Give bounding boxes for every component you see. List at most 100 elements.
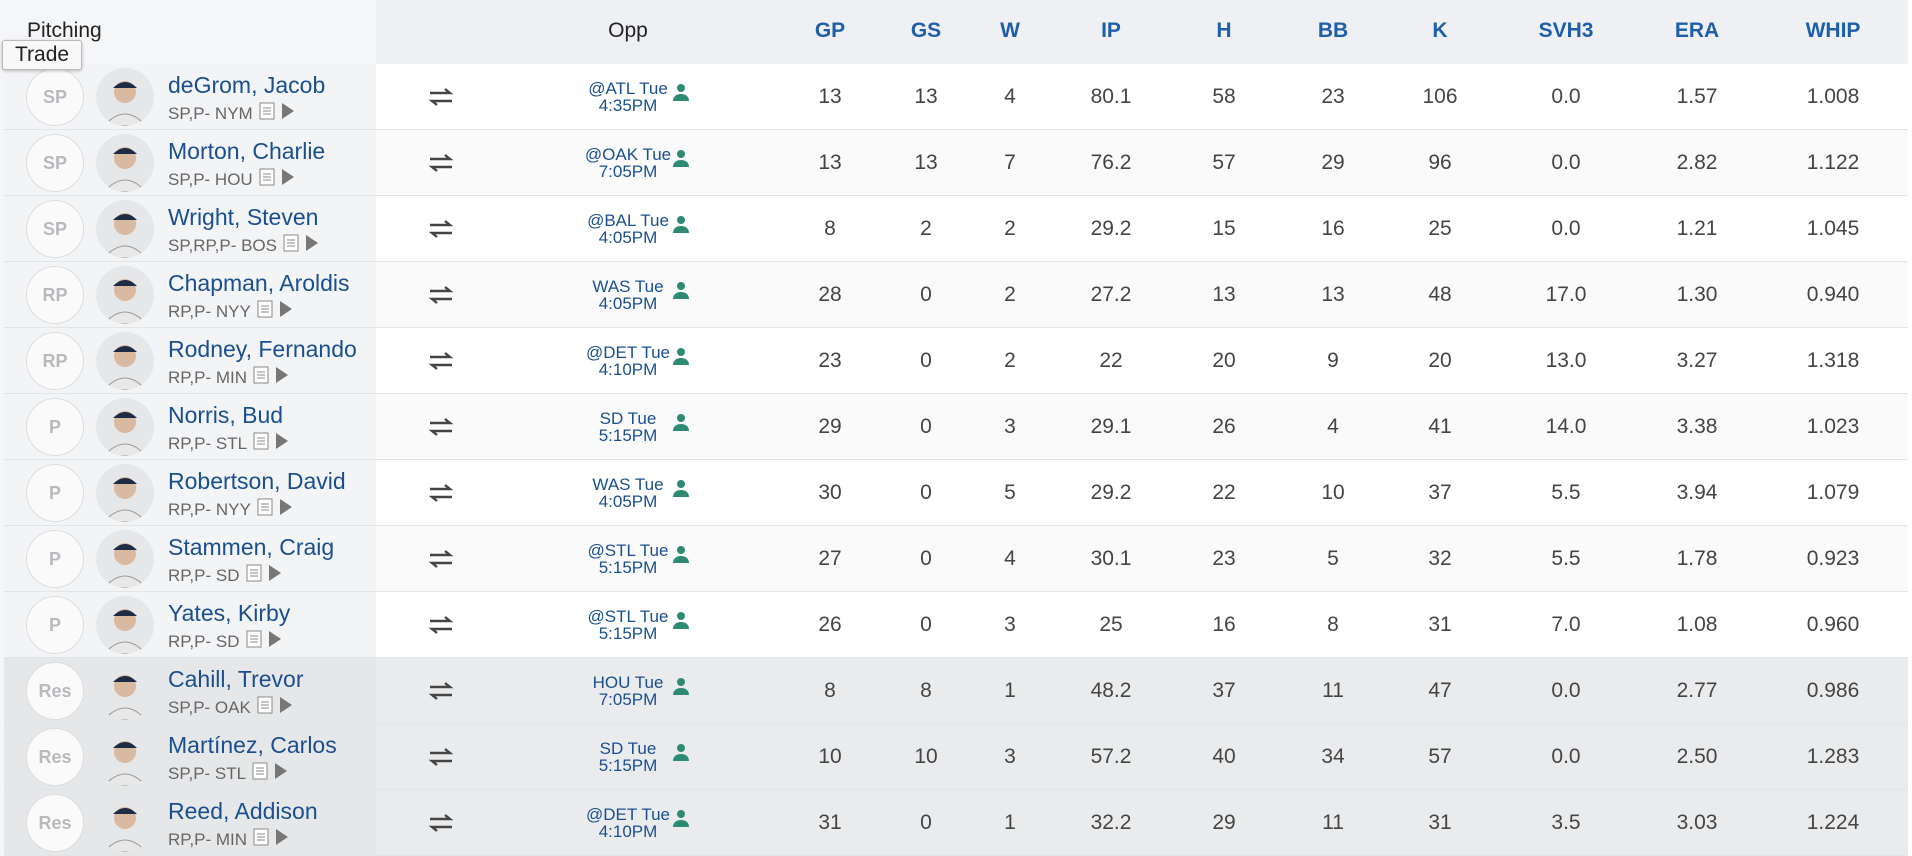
note-icon[interactable] [246, 564, 262, 587]
column-header[interactable]: K [1432, 19, 1448, 42]
column-header[interactable]: ERA [1674, 19, 1720, 42]
game-time: 7:05PM [598, 162, 658, 181]
play-icon[interactable] [268, 564, 282, 587]
play-icon[interactable] [275, 828, 289, 851]
trade-icon[interactable] [428, 285, 454, 310]
opponent[interactable]: SD Tue [599, 409, 657, 428]
stat-cell: 0 [920, 547, 932, 570]
stat-cell: 2.77 [1676, 679, 1718, 702]
eligibility-text: RP,P- SD [168, 631, 240, 651]
play-icon[interactable] [305, 234, 319, 257]
note-icon[interactable] [257, 300, 273, 323]
headshot [96, 530, 154, 588]
eligibility: RP,P- MIN [168, 366, 289, 389]
play-icon[interactable] [281, 102, 295, 125]
player-name[interactable]: deGrom, Jacob [168, 72, 326, 98]
play-icon[interactable] [279, 300, 293, 323]
note-icon[interactable] [283, 234, 299, 257]
note-icon[interactable] [252, 762, 268, 785]
column-header: Opp [608, 19, 648, 42]
opponent[interactable]: @DET Tue [585, 343, 671, 362]
player-name[interactable]: Wright, Steven [168, 204, 319, 230]
column-header[interactable]: SVH3 [1538, 19, 1594, 42]
trade-icon[interactable] [428, 153, 454, 178]
eligibility: RP,P- MIN [168, 828, 289, 851]
opponent[interactable]: @STL Tue [587, 607, 669, 626]
stat-cell: 31 [1428, 811, 1452, 834]
stat-cell: 5.5 [1551, 481, 1581, 504]
player-name[interactable]: Yates, Kirby [168, 600, 291, 626]
trade-icon[interactable] [428, 87, 454, 112]
column-header[interactable]: BB [1317, 19, 1349, 42]
eligibility: SP,P- HOU [168, 168, 295, 191]
play-icon[interactable] [281, 168, 295, 191]
eligibility-text: RP,P- NYY [168, 301, 251, 321]
column-header[interactable]: W [1000, 19, 1020, 42]
note-icon[interactable] [253, 432, 269, 455]
trade-icon[interactable] [428, 219, 454, 244]
column-header[interactable]: H [1216, 19, 1232, 42]
opponent[interactable]: @DET Tue [585, 805, 671, 824]
player-name[interactable]: Stammen, Craig [168, 534, 335, 560]
column-header[interactable]: GP [814, 19, 846, 42]
stat-cell: 2.82 [1676, 151, 1718, 174]
play-icon[interactable] [279, 696, 293, 719]
player-name[interactable]: Reed, Addison [168, 798, 318, 824]
note-icon[interactable] [257, 498, 273, 521]
stat-cell: 7 [1004, 151, 1016, 174]
opponent[interactable]: @STL Tue [587, 541, 669, 560]
stat-cell: 0.0 [1551, 85, 1581, 108]
opponent[interactable]: WAS Tue [592, 277, 664, 296]
stat-cell: 1.008 [1806, 85, 1860, 108]
player-name[interactable]: Norris, Bud [168, 402, 284, 428]
trade-icon[interactable] [428, 417, 454, 442]
stat-cell: 57 [1428, 745, 1452, 768]
play-icon[interactable] [274, 762, 288, 785]
trade-icon[interactable] [428, 615, 454, 640]
player-name[interactable]: Robertson, David [168, 468, 346, 494]
note-icon[interactable] [259, 168, 275, 191]
player-name[interactable]: Chapman, Aroldis [168, 270, 350, 296]
opponent[interactable]: HOU Tue [592, 673, 664, 692]
stat-cell: 0.0 [1551, 217, 1581, 240]
trade-icon[interactable] [428, 681, 454, 706]
player-name[interactable]: Morton, Charlie [168, 138, 326, 164]
player-name[interactable]: Cahill, Trevor [168, 666, 304, 692]
trade-icon[interactable] [428, 351, 454, 376]
player-name[interactable]: Martínez, Carlos [168, 732, 337, 758]
stat-cell: 3.94 [1676, 481, 1718, 504]
stat-cell: 0.986 [1806, 679, 1860, 702]
eligibility: SP,P- NYM [168, 102, 295, 125]
stat-cell: 32 [1428, 547, 1452, 570]
column-header[interactable]: GS [910, 19, 942, 42]
opponent[interactable]: SD Tue [599, 739, 657, 758]
trade-icon[interactable] [428, 747, 454, 772]
game-time: 5:15PM [598, 558, 658, 577]
column-header[interactable]: WHIP [1805, 19, 1861, 42]
opponent[interactable]: @BAL Tue [587, 211, 669, 230]
position-badge: Res [26, 728, 84, 786]
column-header[interactable]: IP [1101, 19, 1121, 42]
opponent[interactable]: @ATL Tue [588, 79, 668, 98]
opponent[interactable]: @OAK Tue [584, 145, 672, 164]
play-icon[interactable] [275, 366, 289, 389]
stat-cell: 3.03 [1676, 811, 1718, 834]
position-badge: SP [26, 134, 84, 192]
opponent[interactable]: WAS Tue [592, 475, 664, 494]
note-icon[interactable] [246, 630, 262, 653]
player-cell: Res Cahill, Trevor SP,P- OAK [4, 658, 376, 723]
trade-icon[interactable] [428, 483, 454, 508]
trade-icon[interactable] [428, 549, 454, 574]
trade-icon[interactable] [428, 813, 454, 838]
play-icon[interactable] [268, 630, 282, 653]
eligibility: RP,P- SD [168, 630, 282, 653]
note-icon[interactable] [253, 828, 269, 851]
note-icon[interactable] [253, 366, 269, 389]
player-name[interactable]: Rodney, Fernando [168, 336, 357, 362]
play-icon[interactable] [275, 432, 289, 455]
note-icon[interactable] [257, 696, 273, 719]
stat-cell: 26 [1212, 415, 1236, 438]
play-icon[interactable] [279, 498, 293, 521]
note-icon[interactable] [259, 102, 275, 125]
